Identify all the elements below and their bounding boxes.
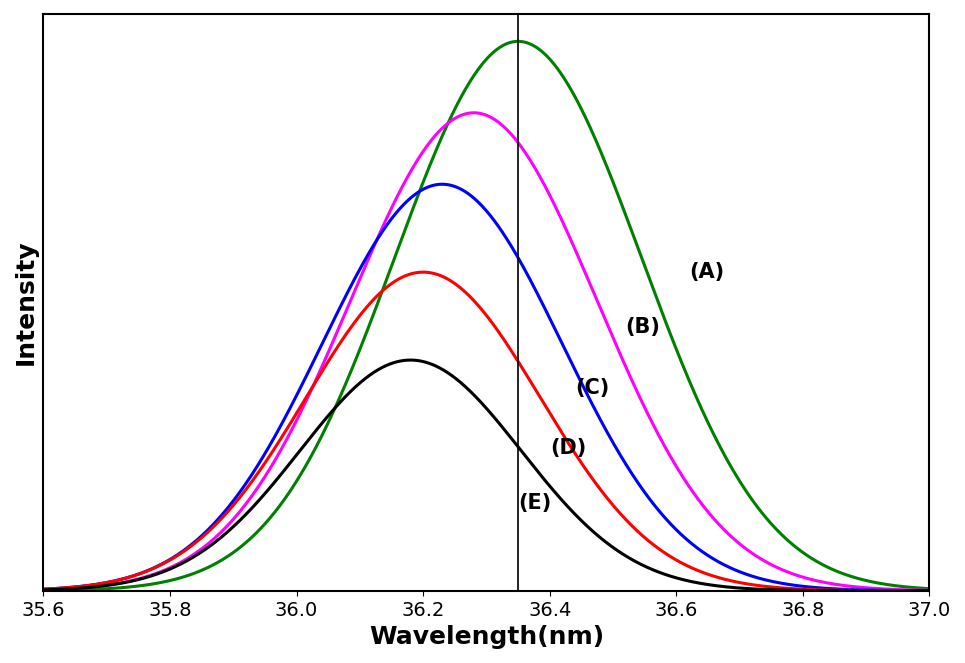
- Text: (C): (C): [575, 377, 609, 398]
- X-axis label: Wavelength(nm): Wavelength(nm): [369, 625, 604, 649]
- Y-axis label: Intensity: Intensity: [14, 239, 38, 365]
- Text: (D): (D): [550, 438, 586, 458]
- Text: (A): (A): [689, 262, 724, 282]
- Text: (B): (B): [625, 317, 661, 337]
- Text: (E): (E): [518, 493, 551, 513]
